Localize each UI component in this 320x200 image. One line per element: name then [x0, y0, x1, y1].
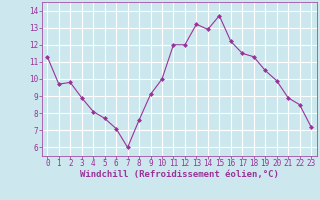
X-axis label: Windchill (Refroidissement éolien,°C): Windchill (Refroidissement éolien,°C) [80, 170, 279, 179]
